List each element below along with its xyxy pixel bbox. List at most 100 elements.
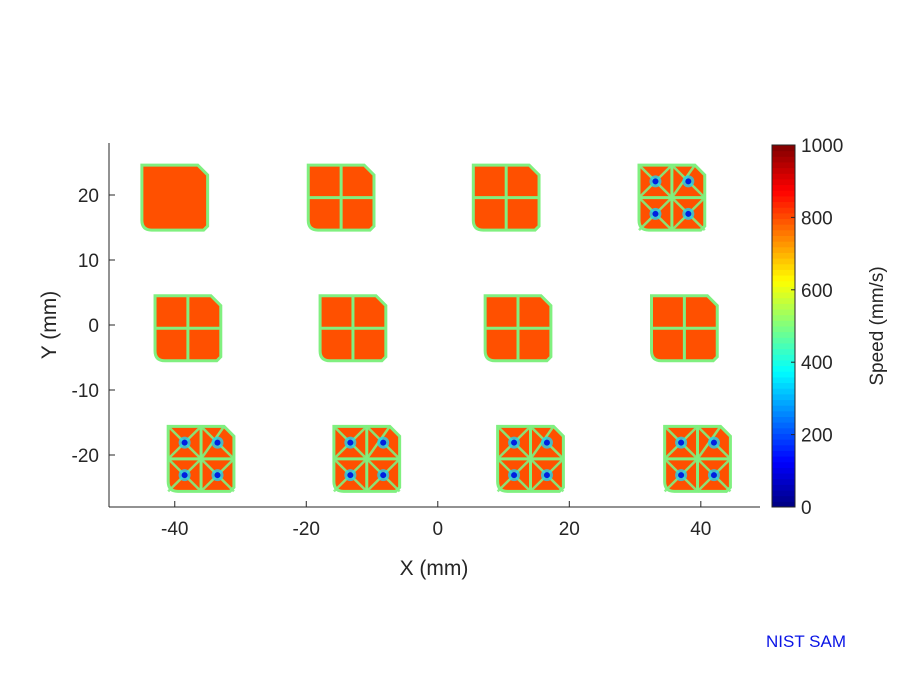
part-diagonal: [663, 424, 732, 493]
colorbar-band: [772, 309, 795, 316]
part-contour: [140, 163, 210, 232]
colorbar-band: [772, 224, 795, 231]
colorbar-band: [772, 150, 795, 157]
colorbar-tick-label: 1000: [801, 136, 843, 157]
speed-spot: [652, 178, 659, 185]
colorbar-band: [772, 326, 795, 333]
colorbar-band: [772, 218, 795, 225]
speed-spot: [685, 210, 692, 217]
colorbar-band: [772, 433, 795, 440]
colorbar-band: [772, 478, 795, 485]
colorbar-tick-label: 400: [801, 353, 833, 374]
colorbar-band: [772, 422, 795, 429]
speed-spot: [678, 439, 685, 446]
speed-spot: [511, 472, 518, 479]
part-diagonal: [332, 424, 402, 493]
x-tick-label: 40: [690, 519, 711, 540]
part-cross: [306, 163, 376, 232]
colorbar-band: [772, 167, 795, 174]
y-tick-label: 20: [78, 186, 99, 207]
colorbar-band: [772, 348, 795, 355]
colorbar-band: [772, 269, 795, 276]
colorbar-band: [772, 292, 795, 299]
speed-spot: [685, 178, 692, 185]
speed-spot: [181, 472, 188, 479]
colorbar-band: [772, 178, 795, 186]
colorbar-tick-label: 600: [801, 281, 833, 302]
part-diagonal: [166, 424, 236, 493]
colorbar-band: [772, 354, 795, 361]
colorbar-band: [772, 461, 795, 468]
colorbar-band: [772, 320, 795, 327]
colorbar-band: [772, 252, 795, 259]
colorbar-band: [772, 467, 795, 474]
speed-spot: [214, 472, 221, 479]
part-diagonal: [496, 424, 565, 493]
colorbar-band: [772, 161, 795, 169]
colorbar-tick-label: 200: [801, 426, 833, 447]
y-axis-label: Y (mm): [38, 291, 61, 359]
part-diagonal: [637, 163, 707, 232]
colorbar-band: [772, 229, 795, 236]
colorbar-band: [772, 303, 795, 310]
speed-spot: [678, 472, 685, 479]
colorbar-band: [772, 258, 795, 265]
colorbar-tick-label: 0: [801, 498, 812, 519]
colorbar-band: [772, 365, 795, 372]
colorbar-band: [772, 246, 795, 253]
colorbar-band: [772, 212, 795, 220]
speed-spot: [347, 439, 354, 446]
colorbar-band: [772, 337, 795, 344]
part-solid: [140, 163, 210, 232]
speed-spot: [181, 439, 188, 446]
colorbar-frame: [771, 144, 796, 508]
speed-spot: [347, 472, 354, 479]
colorbar-band: [772, 405, 795, 412]
colorbar-band: [772, 195, 795, 203]
colorbar-band: [772, 399, 795, 406]
colorbar-band: [772, 207, 795, 214]
y-tick-label: 10: [78, 251, 99, 272]
colorbar-band: [772, 280, 795, 287]
speed-spot: [380, 472, 387, 479]
colorbar-band: [772, 456, 795, 463]
colorbar-tick-label: 800: [801, 208, 833, 229]
colorbar-band: [772, 263, 795, 270]
part-cross: [318, 294, 388, 363]
speed-spot: [543, 472, 550, 479]
part-cross: [471, 163, 541, 232]
y-tick-label: 0: [88, 316, 99, 337]
watermark: NIST SAM: [766, 632, 846, 651]
colorbar-band: [772, 184, 795, 191]
colorbar-band: [772, 501, 795, 508]
colorbar-band: [772, 241, 795, 248]
part-cross: [483, 294, 553, 363]
y-tick-label: -20: [72, 446, 99, 467]
x-tick-label: -20: [293, 519, 320, 540]
colorbar-band: [772, 416, 795, 423]
colorbar-band: [772, 190, 795, 197]
colorbar-band: [772, 473, 795, 480]
colorbar-band: [772, 359, 795, 367]
colorbar-band: [772, 410, 795, 417]
colorbar-band: [772, 450, 795, 457]
colorbar-band: [772, 490, 795, 497]
y-tick-label: -10: [72, 381, 99, 402]
part-cross: [153, 294, 223, 363]
colorbar-band: [772, 314, 795, 321]
speed-spot: [380, 439, 387, 446]
speed-spot: [710, 472, 717, 479]
speed-spot: [511, 439, 518, 446]
colorbar-band: [772, 342, 795, 350]
x-tick-label: 0: [432, 519, 443, 540]
x-axis-label: X (mm): [400, 557, 469, 580]
x-tick-label: 20: [559, 519, 580, 540]
speed-spot: [543, 439, 550, 446]
speed-spot: [652, 210, 659, 217]
part-cross: [650, 294, 719, 363]
colorbar-band: [772, 371, 795, 378]
colorbar-band: [772, 173, 795, 180]
colorbar-band: [772, 275, 795, 282]
